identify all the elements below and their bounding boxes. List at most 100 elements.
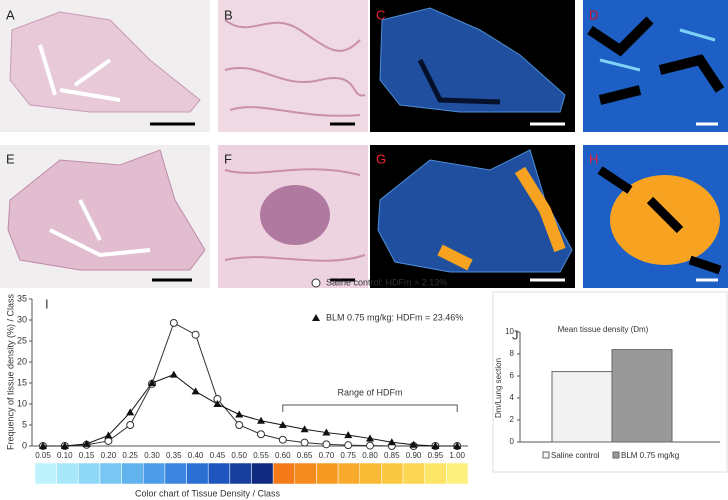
colorbar-cell: [34, 462, 57, 485]
point: [300, 438, 309, 447]
panel-label: E: [6, 151, 15, 166]
point: [148, 379, 156, 386]
colorbar-cell: [294, 462, 317, 485]
y-tick-label: 4: [510, 393, 515, 402]
image-c: [370, 0, 575, 132]
image-g: [370, 145, 575, 288]
point: [191, 330, 200, 339]
panel-label: J: [512, 327, 519, 342]
legend-label: Saline control: [551, 451, 600, 460]
colorbar-cell: [251, 462, 274, 485]
point: [126, 408, 135, 416]
x-tick-label: 0.05: [35, 451, 51, 460]
panel-label: G: [376, 151, 386, 166]
bar: [611, 349, 673, 443]
x-tick-label: 0.80: [362, 451, 378, 460]
colorbar-cell: [56, 462, 79, 485]
series-line: [43, 374, 458, 447]
x-tick-label: 0.75: [340, 451, 356, 460]
x-tick-label: 0.65: [297, 451, 313, 460]
point: [257, 430, 265, 439]
x-tick-label: 0.20: [101, 451, 117, 460]
colorbar-cell: [337, 462, 361, 485]
colorbar-cell: [424, 462, 447, 485]
point: [431, 442, 440, 449]
point: [169, 370, 178, 378]
colorbar-cell: [402, 462, 425, 485]
point: [366, 434, 374, 442]
y-axis-label: Frequency of tissue density (%) / Class: [5, 293, 15, 450]
point: [191, 387, 200, 395]
point: [60, 442, 69, 449]
x-tick-label: 0.95: [428, 451, 444, 460]
legend-marker: [311, 278, 321, 288]
panel-label: I: [45, 296, 49, 311]
x-tick-label: 0.10: [57, 451, 73, 460]
colorbar-cell: [78, 462, 101, 485]
point: [344, 441, 353, 450]
x-tick-label: 0.30: [144, 451, 160, 460]
legend-swatch: [542, 451, 550, 459]
y-tick-label: 10: [17, 398, 27, 408]
point: [257, 416, 265, 424]
image-d: [583, 0, 728, 132]
x-tick-label: 0.45: [210, 451, 226, 460]
point: [278, 421, 287, 428]
y-tick-label: 0: [510, 437, 515, 446]
colorbar-cell: [381, 462, 404, 485]
x-tick-label: 0.50: [231, 451, 247, 460]
point: [235, 410, 244, 418]
panel-label: D: [589, 7, 598, 22]
y-tick-label: 5: [22, 419, 27, 429]
point: [366, 441, 374, 450]
x-tick-label: 0.85: [384, 451, 400, 460]
colorbar-cell: [207, 462, 231, 485]
point: [104, 436, 113, 445]
point: [322, 440, 331, 449]
y-tick-label: 0: [22, 440, 27, 450]
colorbar-cell: [359, 462, 382, 485]
colorbar-cell: [272, 462, 296, 485]
point: [453, 442, 462, 449]
panel-j-frame: [492, 291, 728, 473]
panel-label: F: [224, 151, 232, 166]
colorbar-label: Color chart of Tissue Density / Class: [135, 488, 281, 498]
x-tick-label: 0.25: [122, 451, 138, 460]
legend-marker: [312, 314, 320, 321]
panel-label: C: [376, 7, 385, 22]
point: [213, 400, 222, 407]
image-a: [0, 0, 210, 132]
image-e: [0, 145, 210, 288]
panel-label: H: [589, 151, 598, 166]
colorbar-cell: [164, 462, 187, 485]
point: [235, 421, 244, 429]
x-tick-label: 0.90: [406, 451, 422, 460]
colorbar-cell: [99, 462, 122, 485]
colorbar-cell: [229, 462, 252, 485]
annotation: Range of HDFm: [337, 387, 402, 397]
point: [278, 435, 287, 444]
x-tick-label: 0.55: [253, 451, 269, 460]
y-tick-label: 25: [17, 335, 27, 345]
series-line: [43, 322, 458, 447]
colorbar-cell: [316, 462, 339, 485]
point: [387, 438, 396, 446]
x-tick-label: 0.40: [188, 451, 204, 460]
bar: [551, 371, 613, 443]
x-tick-label: 0.15: [79, 451, 95, 460]
x-tick-label: 0.35: [166, 451, 182, 460]
y-tick-label: 30: [17, 314, 27, 324]
image-h: [583, 145, 728, 288]
legend-label: BLM 0.75 mg/kg: HDFm = 23.46%: [326, 312, 463, 322]
y-tick-label: 20: [17, 356, 27, 366]
colorbar-cell: [186, 462, 209, 485]
legend-label: BLM 0.75 mg/kg: [621, 451, 679, 460]
y-tick-label: 15: [17, 377, 27, 387]
colorbar-cell: [121, 462, 144, 485]
point: [169, 318, 178, 327]
x-tick-label: 0.70: [319, 451, 335, 460]
point: [82, 439, 91, 447]
point: [300, 425, 309, 433]
point: [409, 440, 418, 448]
